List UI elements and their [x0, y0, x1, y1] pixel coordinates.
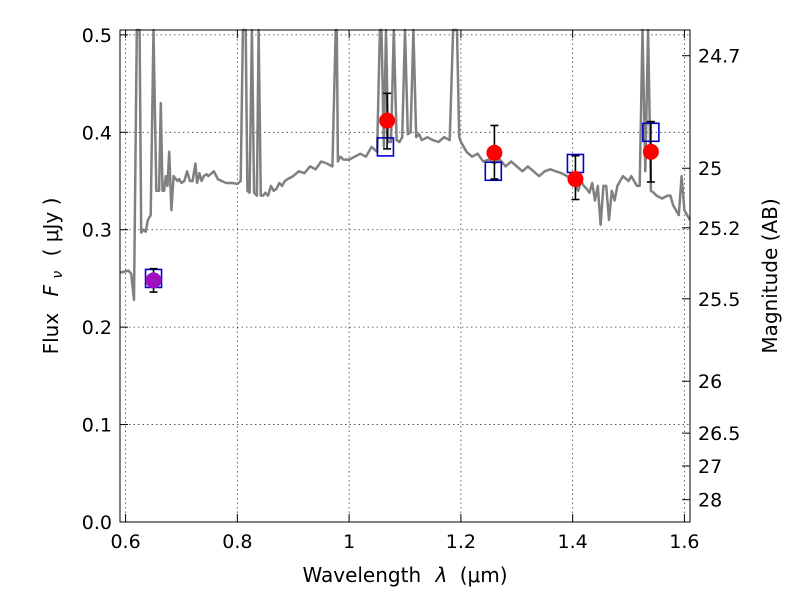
observed-point: [379, 112, 396, 129]
y2-tick-label: 26.5: [698, 423, 740, 445]
y2-tick-label: 25: [698, 158, 722, 180]
y2-tick-label: 26: [698, 371, 722, 393]
plot-frame: [119, 29, 691, 523]
model-point: [484, 161, 503, 182]
x-axis-label-unit: (μm): [460, 563, 508, 587]
model-point: [376, 137, 395, 157]
observed-point: [642, 143, 659, 160]
observed-point: [145, 272, 162, 289]
y2-tick-label: 24.7: [698, 46, 740, 68]
y2-tick-label: 28: [698, 490, 722, 512]
y-tick-label: 0.2: [82, 317, 112, 339]
x-tick-label: 0.6: [110, 531, 140, 553]
model-series: [144, 122, 660, 289]
y-axis-label: Flux F ν ( μJy ): [39, 198, 67, 355]
y-tick-label: 0.0: [82, 512, 112, 534]
y-axis: 0.0 0.1 0.2 0.3 0.4 0.5: [82, 25, 128, 534]
observed-series: [145, 92, 659, 293]
y-axis-label-unit: ( μJy ): [39, 198, 63, 257]
x-tick-label: 1: [343, 531, 355, 553]
y2-tick-label: 25.2: [698, 218, 740, 240]
x-tick-label: 0.8: [222, 531, 252, 553]
y-axis-label-subscript: ν: [50, 271, 66, 279]
observed-point: [567, 171, 584, 188]
y-tick-label: 0.5: [82, 25, 112, 47]
x-tick-label: 1.2: [446, 531, 476, 553]
y2-tick-label: 25.5: [698, 289, 740, 311]
x-axis-label-symbol: λ: [435, 563, 448, 587]
x-axis: 0.6 0.8 1 1.2 1.4 1.6: [110, 30, 700, 553]
y2-axis: 24.7 25 25.2 25.5 26 26.5 27 28: [682, 46, 740, 512]
y-axis-label-text: Flux: [39, 313, 63, 355]
y-tick-label: 0.4: [82, 122, 112, 144]
x-tick-label: 1.6: [669, 531, 699, 553]
y-tick-label: 0.1: [82, 415, 112, 437]
x-axis-label-text: Wavelength: [302, 563, 421, 587]
x-tick-label: 1.4: [558, 531, 588, 553]
y-axis-label-symbol: F: [39, 284, 63, 296]
y-tick-label: 0.3: [82, 220, 112, 242]
grid-lines: [120, 30, 690, 523]
spectrum-series: [119, 28, 692, 302]
y2-axis-label: Magnitude (AB): [758, 198, 782, 353]
spectrum-line: [119, 28, 692, 302]
observed-point: [486, 144, 503, 161]
x-axis-label: Wavelength λ (μm): [302, 563, 507, 587]
y2-tick-label: 27: [698, 456, 722, 478]
